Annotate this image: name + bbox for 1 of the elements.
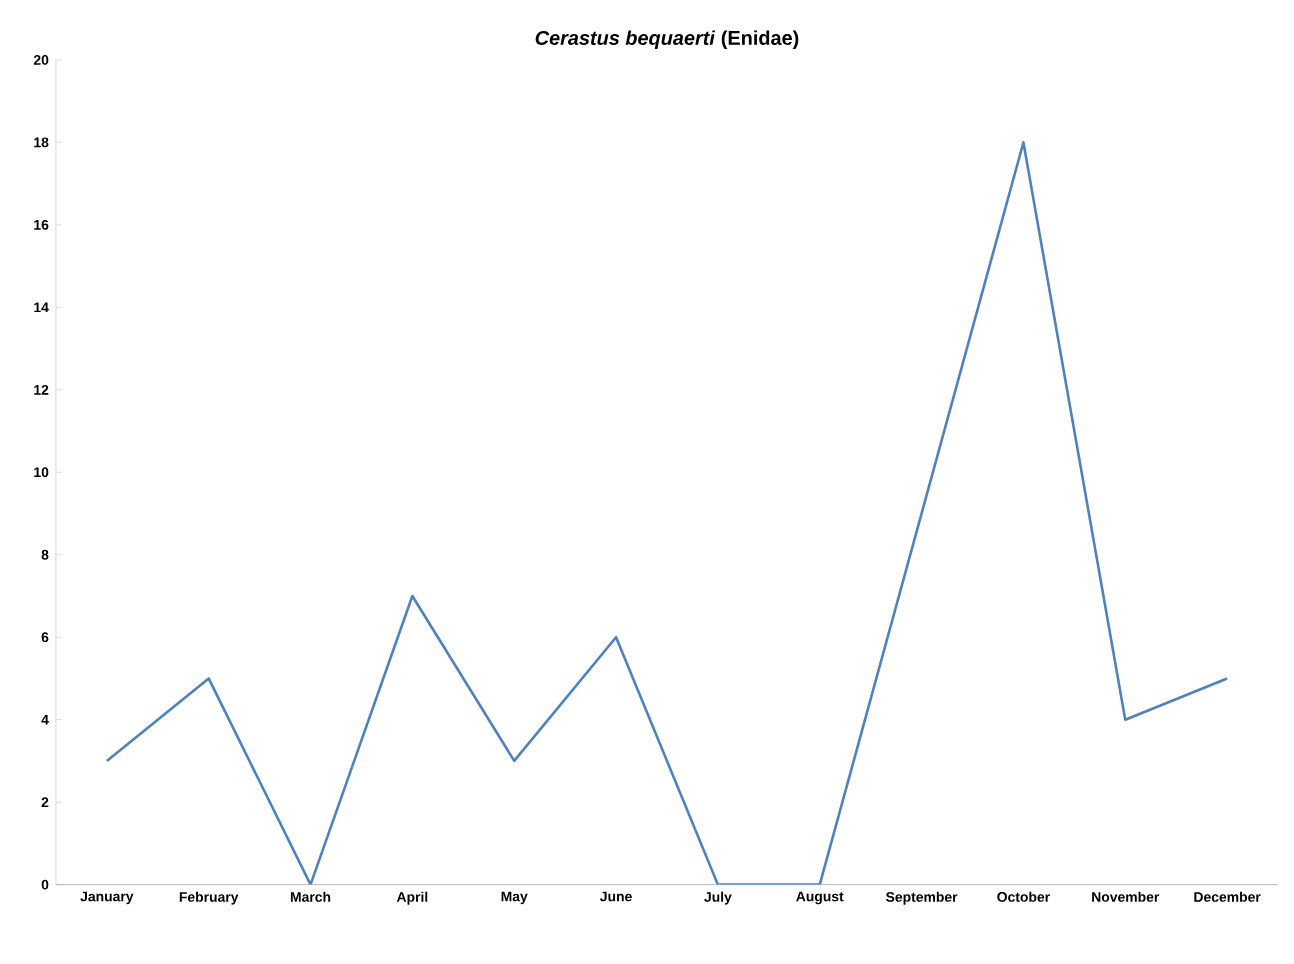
chart-title: Cerastus bequaerti (Enidae) [535, 30, 799, 49]
